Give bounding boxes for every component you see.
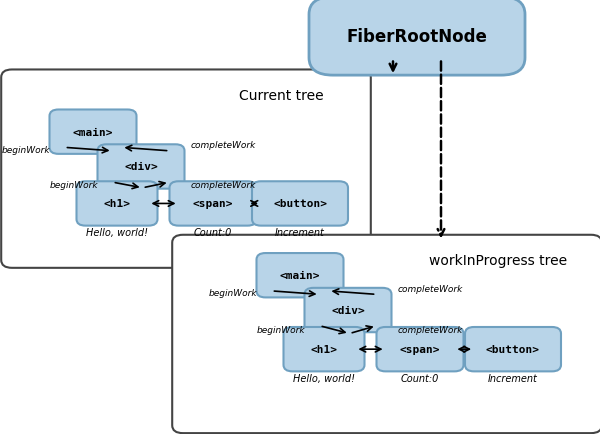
- Text: beginWork: beginWork: [256, 326, 305, 334]
- FancyBboxPatch shape: [304, 288, 392, 332]
- Text: <button>: <button>: [486, 345, 540, 354]
- Text: <h1>: <h1>: [104, 199, 131, 209]
- Text: completeWork: completeWork: [398, 326, 463, 334]
- FancyBboxPatch shape: [49, 110, 137, 155]
- Text: completeWork: completeWork: [191, 181, 256, 190]
- Text: completeWork: completeWork: [191, 141, 256, 150]
- Text: Increment: Increment: [275, 227, 325, 237]
- Text: <span>: <span>: [193, 199, 233, 209]
- Text: Hello, world!: Hello, world!: [86, 227, 148, 237]
- Text: Increment: Increment: [488, 373, 538, 383]
- FancyBboxPatch shape: [169, 182, 257, 226]
- FancyBboxPatch shape: [465, 327, 561, 372]
- Text: beginWork: beginWork: [49, 181, 98, 190]
- Text: <main>: <main>: [280, 271, 320, 280]
- FancyBboxPatch shape: [97, 145, 185, 189]
- Text: <h1>: <h1>: [311, 345, 337, 354]
- FancyBboxPatch shape: [284, 327, 365, 372]
- Text: <main>: <main>: [73, 128, 113, 137]
- Text: completeWork: completeWork: [398, 284, 463, 293]
- Text: <span>: <span>: [400, 345, 440, 354]
- Text: beginWork: beginWork: [1, 145, 50, 154]
- Text: FiberRootNode: FiberRootNode: [347, 28, 487, 46]
- FancyBboxPatch shape: [77, 182, 157, 226]
- FancyBboxPatch shape: [309, 0, 525, 76]
- Text: <div>: <div>: [331, 306, 365, 315]
- FancyBboxPatch shape: [252, 182, 348, 226]
- Text: workInProgress tree: workInProgress tree: [429, 254, 567, 268]
- FancyBboxPatch shape: [1, 70, 371, 268]
- Text: <button>: <button>: [273, 199, 327, 209]
- Text: Hello, world!: Hello, world!: [293, 373, 355, 383]
- FancyBboxPatch shape: [377, 327, 464, 372]
- FancyBboxPatch shape: [172, 235, 600, 433]
- Text: Count:0: Count:0: [401, 373, 439, 383]
- Text: Count:0: Count:0: [194, 227, 232, 237]
- Text: beginWork: beginWork: [208, 289, 257, 297]
- Text: Current tree: Current tree: [239, 89, 324, 103]
- Text: <div>: <div>: [124, 162, 158, 172]
- FancyBboxPatch shape: [257, 253, 343, 298]
